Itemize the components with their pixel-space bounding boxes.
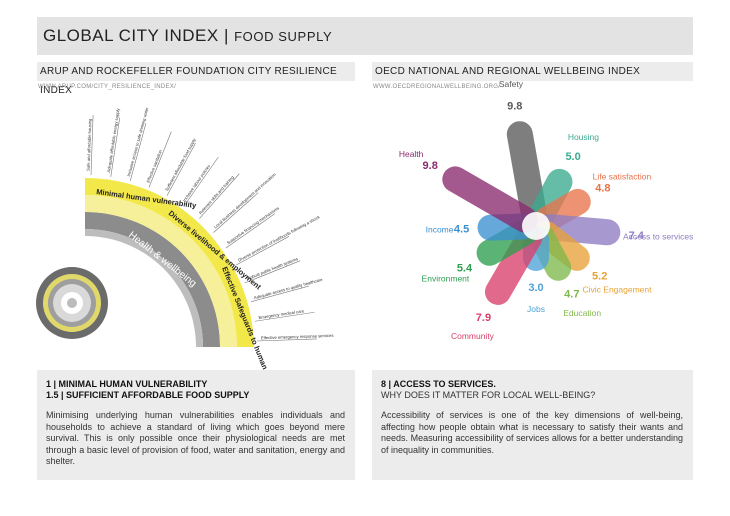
petal-value: 4.8 — [595, 182, 610, 194]
petal-value: 5.0 — [565, 151, 580, 163]
right-panel-heading-2: WHY DOES IT MATTER FOR LOCAL WELL-BEING? — [381, 390, 596, 400]
petal-name: Civic Engagement — [583, 284, 653, 294]
petal-value: 9.8 — [423, 160, 438, 172]
spoke-label: Relevant skills and training — [198, 174, 235, 215]
page-header: GLOBAL CITY INDEX | FOOD SUPPLY — [37, 17, 693, 55]
left-url[interactable]: WWW.ARUP.COM/CITY_RESILIENCE_INDEX/ — [38, 84, 177, 90]
spoke-label: Inclusive access to safe drinking water — [126, 106, 150, 177]
right-section-heading: OECD NATIONAL AND REGIONAL WELLBEING IND… — [372, 62, 693, 81]
petal-name: Community — [451, 331, 495, 341]
spoke-label: Effective sanitation — [145, 148, 163, 183]
segment-effective-safeguards — [209, 253, 254, 347]
spoke-line — [148, 131, 172, 188]
thumbnail-wheel — [36, 267, 108, 339]
petal-value: 7.9 — [476, 312, 491, 324]
flower-center — [522, 212, 550, 240]
petal-value: 3.0 — [528, 282, 543, 294]
spoke-line — [129, 123, 147, 182]
petal-value: 9.8 — [507, 101, 522, 113]
petal-name: Education — [563, 308, 601, 318]
left-section-heading: ARUP AND ROCKEFELLER FOUNDATION CITY RES… — [37, 62, 355, 96]
ring-health-wellbeing — [85, 212, 220, 347]
right-url[interactable]: WWW.OECDREGIONALWELLBEING.ORG/ — [373, 84, 501, 90]
title-main: GLOBAL CITY INDEX — [43, 26, 219, 45]
spoke-line — [213, 192, 259, 233]
spoke-line — [199, 173, 240, 219]
page-title: GLOBAL CITY INDEX | FOOD SUPPLY — [43, 26, 332, 46]
spoke-line — [183, 156, 219, 207]
petal-name: Life satisfaction — [593, 171, 652, 181]
spoke-line — [236, 236, 290, 266]
spoke-line — [255, 311, 315, 322]
petal-value: 5.2 — [592, 271, 607, 283]
inner-band — [85, 195, 237, 347]
left-panel-heading-2: 1.5 | SUFFICIENT AFFORDABLE FOOD SUPPLY — [46, 390, 250, 400]
right-info-panel: 8 | ACCESS TO SERVICES. WHY DOES IT MATT… — [372, 370, 693, 480]
petal-value: 4.7 — [564, 288, 579, 300]
spoke-line — [90, 115, 94, 176]
petal-name: Income — [426, 224, 454, 234]
spoke-line — [244, 260, 301, 284]
spoke-line — [166, 142, 196, 196]
spoke-label: Adequate access to quality healthcare — [253, 277, 323, 301]
petal-name: Housing — [568, 132, 599, 142]
spoke-line — [110, 117, 121, 177]
petal-name: Access to services — [623, 232, 693, 242]
spoke-label: Local business development and innovatio… — [213, 171, 277, 229]
spoke-label: Safe and affordable housing — [86, 118, 93, 171]
resilience-diagram: Minimal human vulnerability Diverse live… — [36, 106, 334, 370]
right-panel-body: Accessibility of services is one of the … — [381, 410, 683, 455]
spoke-line — [225, 213, 276, 249]
petal-name: Health — [399, 149, 424, 159]
left-panel-body: Minimising underlying human vulnerabilit… — [46, 410, 345, 467]
petal-value: 4.5 — [454, 224, 469, 236]
spoke-label: Inclusive labour policies — [182, 164, 212, 203]
left-info-panel: 1 | MINIMAL HUMAN VULNERABILITY 1.5 | SU… — [37, 370, 355, 480]
spoke-label: Effective emergency response services — [261, 333, 334, 341]
spoke-line — [250, 285, 309, 303]
petal-name: Jobs — [527, 304, 545, 314]
spoke-label: Emergency medical care — [258, 308, 305, 320]
left-panel-heading-1: 1 | MINIMAL HUMAN VULNERABILITY — [46, 379, 208, 389]
petal — [442, 166, 538, 233]
spoke-label: Adequate affordable energy supply — [106, 107, 121, 173]
spoke-label: Diverse protection of livelihoods follow… — [237, 214, 321, 263]
spoke-line — [256, 338, 317, 342]
segment-minimal-vulnerability — [85, 178, 160, 211]
right-panel-heading-1: 8 | ACCESS TO SERVICES. — [381, 379, 496, 389]
petal-value: 7.4 — [629, 230, 645, 242]
title-separator: | — [223, 26, 229, 45]
segment-diverse-livelihood — [152, 195, 224, 263]
petal-value: 5.4 — [457, 262, 473, 274]
petal-name: Safety — [499, 80, 524, 89]
inner-band-grey — [85, 229, 203, 347]
spoke-label: Robust public health systems — [246, 256, 298, 281]
petal-name: Environment — [422, 273, 470, 283]
title-sub: FOOD SUPPLY — [234, 29, 333, 44]
